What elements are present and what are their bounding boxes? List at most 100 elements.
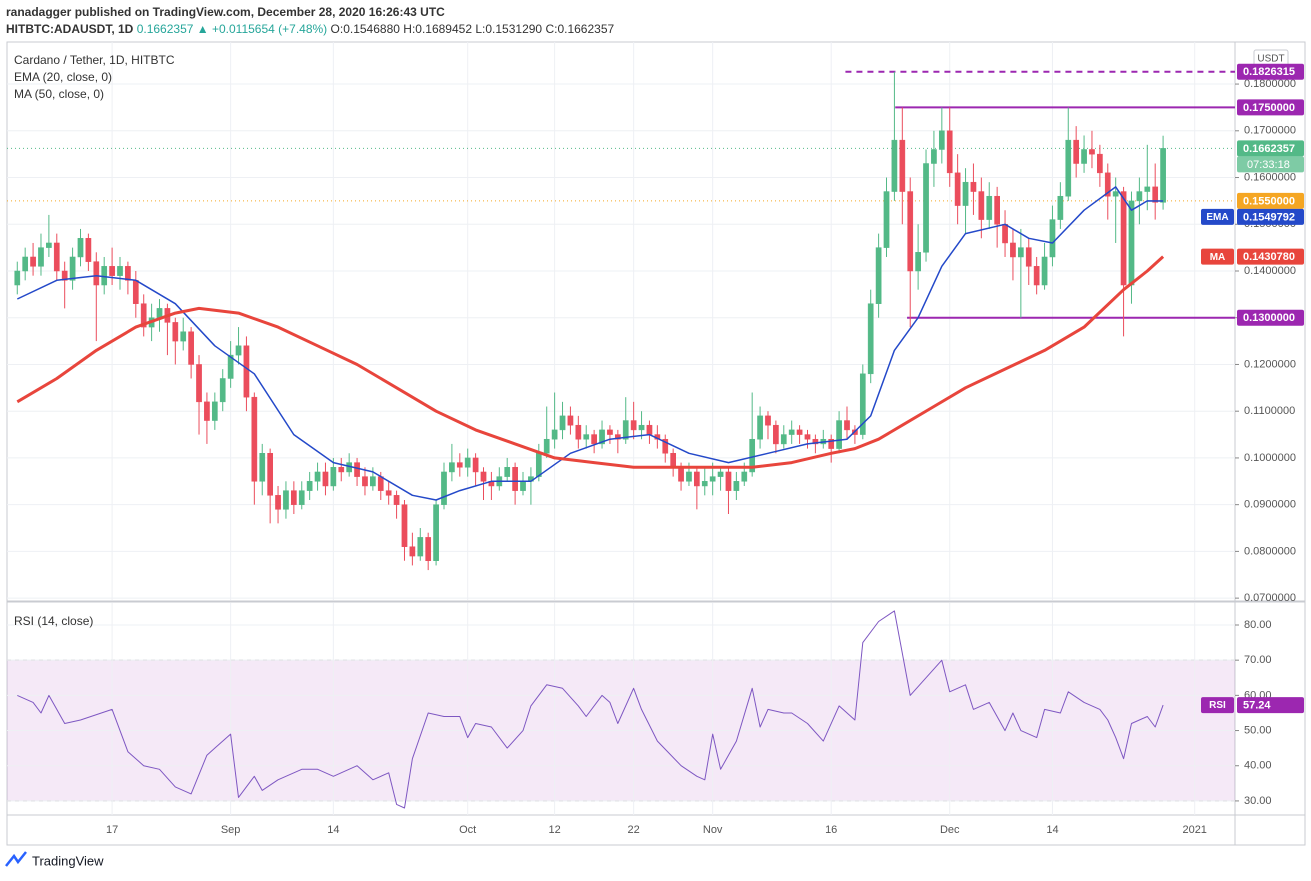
candle-body: [85, 238, 92, 262]
open: O:0.1546880: [331, 22, 401, 36]
candle-body: [1120, 191, 1127, 286]
price-tag-label: 0.1300000: [1243, 312, 1295, 324]
x-tick-label: 2021: [1182, 824, 1206, 836]
candle-body: [1144, 186, 1151, 192]
price-tag: [1237, 248, 1304, 265]
candle-body: [267, 453, 273, 496]
candle-body: [259, 453, 266, 482]
x-tick-label: 17: [106, 824, 118, 836]
publisher: ranadagger published on TradingView.com,…: [6, 5, 445, 19]
last-price: 0.1662357: [137, 22, 194, 36]
price-tag: [1237, 99, 1304, 116]
y-tick-label: 80.00: [1244, 619, 1272, 631]
candle-body: [393, 495, 400, 505]
candle-body: [172, 322, 179, 342]
candle-body: [994, 195, 1000, 225]
candle-body: [844, 420, 850, 431]
candle-body: [986, 195, 993, 220]
candle-body: [251, 396, 258, 482]
price-tag-label: 0.1662357: [1243, 143, 1295, 155]
candle-body: [180, 331, 187, 342]
candle-body: [93, 261, 100, 286]
y-tick-label: 0.1000000: [1244, 452, 1296, 464]
candle-body: [362, 476, 368, 487]
candle-body: [480, 471, 487, 482]
candle-body: [385, 490, 392, 496]
candle-body: [235, 345, 242, 356]
footer-logo: TradingView: [5, 851, 104, 868]
tag-name: MA: [1210, 252, 1226, 263]
x-tick-label: Oct: [459, 824, 476, 836]
candle-body: [38, 247, 44, 267]
candle-body: [1073, 139, 1080, 164]
candle-body: [417, 537, 424, 557]
candle-body: [117, 266, 123, 276]
candle-body: [717, 471, 724, 477]
countdown: 07:33:18: [1247, 159, 1290, 171]
tag-name-box: [1201, 248, 1234, 265]
candle-body: [401, 504, 408, 547]
candle-body: [456, 462, 463, 468]
x-tick-label: Nov: [703, 824, 723, 836]
candle-body: [338, 467, 345, 473]
y-tick-label: 50.00: [1244, 724, 1272, 736]
candle-body: [662, 438, 669, 454]
y-tick-label: 0.1100000: [1244, 405, 1295, 417]
candle-body: [638, 424, 645, 431]
candle-body: [1065, 139, 1072, 197]
candle-body: [211, 401, 218, 421]
y-tick-label: 0.1700000: [1244, 125, 1296, 137]
candle-body: [1049, 219, 1056, 258]
countdown-box: [1237, 156, 1304, 173]
candle-body: [812, 438, 819, 445]
candle-body: [607, 429, 613, 435]
pane-title: RSI (14, close): [14, 614, 93, 628]
candle-body: [1041, 256, 1048, 286]
candle-body: [694, 471, 700, 487]
candle-body: [978, 191, 985, 220]
candle-body: [275, 495, 281, 510]
x-tick-label: 12: [548, 824, 560, 836]
candle-body: [377, 476, 384, 491]
candle-body: [1089, 149, 1095, 155]
candle-body: [425, 537, 432, 561]
candle-body: [551, 429, 558, 440]
tag-name: RSI: [1209, 700, 1226, 711]
candle-body: [946, 130, 953, 174]
candle-body: [1018, 247, 1024, 258]
candle-body: [630, 420, 637, 431]
indicator-line: [17, 610, 1164, 809]
x-tick-label: Dec: [940, 824, 960, 836]
candle-body: [923, 163, 929, 253]
currency: USDT: [1257, 54, 1284, 65]
price-tag: [1237, 309, 1304, 326]
close: C:0.1662357: [545, 22, 614, 36]
candle-body: [899, 139, 906, 192]
y-tick-label: 70.00: [1244, 654, 1272, 666]
chart-frame: [6, 41, 1306, 846]
candle-body: [22, 256, 29, 272]
y-tick-label: 40.00: [1244, 760, 1272, 772]
candle-body: [1152, 186, 1159, 203]
candle-body: [1136, 191, 1143, 202]
candle-body: [504, 467, 511, 477]
candle-body: [14, 270, 21, 286]
y-tick-label: 0.0900000: [1244, 499, 1296, 511]
candle-body: [140, 303, 147, 328]
y-tick-label: 0.1800000: [1244, 78, 1296, 90]
candle-body: [678, 467, 684, 482]
brand: TradingView: [32, 853, 104, 868]
candle-body: [788, 429, 795, 435]
price-tag-label: 0.1826315: [1243, 66, 1295, 78]
candle-body: [709, 476, 716, 482]
candle-body: [354, 462, 360, 477]
price-tag-label: 0.1430780: [1243, 251, 1295, 263]
candle-body: [907, 191, 914, 272]
candle-body: [1057, 195, 1064, 220]
candle-body: [219, 378, 226, 403]
candle-body: [69, 256, 76, 281]
candle-body: [243, 345, 250, 398]
candle-body: [828, 438, 835, 449]
candle-body: [599, 429, 605, 445]
